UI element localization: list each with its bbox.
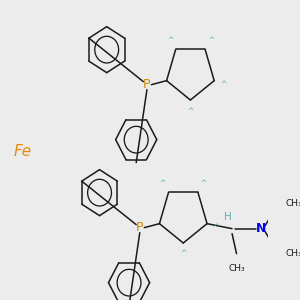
- Text: ^: ^: [220, 80, 227, 88]
- Text: CH₃: CH₃: [286, 199, 300, 208]
- Text: ^: ^: [213, 223, 220, 232]
- Text: P: P: [136, 221, 143, 234]
- Text: ^: ^: [180, 250, 186, 259]
- Text: N: N: [256, 222, 266, 235]
- Text: ^: ^: [200, 179, 207, 188]
- Text: ^: ^: [208, 36, 214, 45]
- Text: H: H: [224, 212, 232, 222]
- Text: ^: ^: [187, 106, 194, 116]
- Text: Fe: Fe: [14, 144, 32, 159]
- Text: CH₃: CH₃: [286, 249, 300, 258]
- Text: ^: ^: [167, 36, 173, 45]
- Text: P: P: [143, 78, 151, 91]
- Text: CH₃: CH₃: [228, 264, 245, 273]
- Text: ^: ^: [160, 179, 166, 188]
